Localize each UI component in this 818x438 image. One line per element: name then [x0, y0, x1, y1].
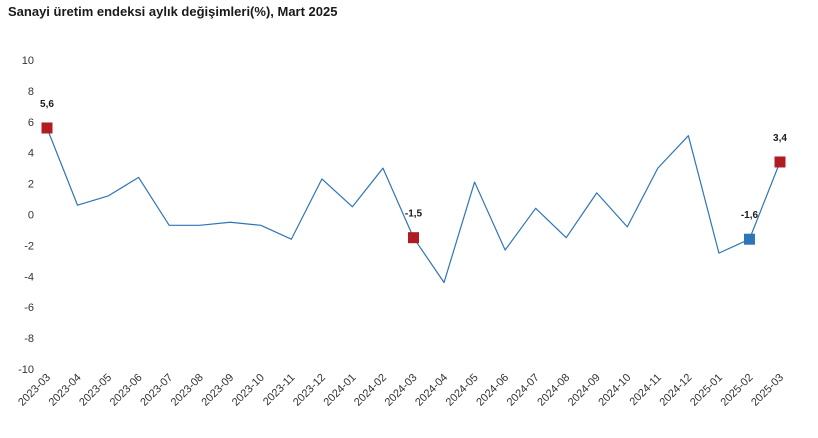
x-tick-label: 2024-12 — [657, 372, 694, 409]
x-tick-label: 2024-09 — [566, 372, 603, 409]
y-tick-label: 10 — [22, 55, 34, 67]
y-tick-label: 2 — [28, 179, 34, 191]
x-tick-label: 2024-08 — [535, 372, 572, 409]
x-tick-label: 2023-08 — [169, 372, 206, 409]
x-tick-label: 2023-12 — [291, 372, 328, 409]
highlight-marker — [743, 233, 755, 245]
highlight-markers: 5,6 -1,5 -1,6 3,4 — [40, 99, 787, 245]
y-tick-label: -10 — [18, 364, 34, 376]
x-tick-label: 2024-06 — [474, 372, 511, 409]
y-tick-label: -8 — [24, 333, 34, 345]
y-tick-label: -4 — [24, 271, 34, 283]
y-tick-label: -2 — [24, 240, 34, 252]
x-tick-label: 2024-02 — [352, 372, 389, 409]
x-tick-label: 2024-05 — [444, 372, 481, 409]
data-label: 5,6 — [40, 99, 54, 110]
x-tick-label: 2023-04 — [47, 372, 84, 409]
x-tick-label: 2024-11 — [627, 372, 663, 408]
x-tick-label: 2024-07 — [505, 372, 542, 409]
data-label: -1,6 — [741, 210, 759, 221]
x-tick-label: 2025-03 — [749, 372, 786, 409]
series-group — [46, 127, 781, 284]
highlight-marker — [41, 122, 53, 134]
y-tick-label: 4 — [28, 148, 34, 160]
highlight-marker — [774, 156, 786, 168]
x-tick-label: 2023-05 — [77, 372, 114, 409]
x-tick-label: 2023-06 — [108, 372, 145, 409]
x-tick-label: 2025-02 — [719, 372, 756, 409]
data-label: 3,4 — [773, 133, 787, 144]
x-tick-label: 2025-01 — [688, 372, 725, 409]
highlight-marker — [408, 232, 419, 244]
y-axis: 10 8 6 4 2 0 -2 -4 -6 -8 -10 — [18, 55, 34, 376]
chart-title: Sanayi üretim endeksi aylık değişimleri(… — [8, 4, 338, 19]
y-tick-label: 0 — [28, 210, 34, 222]
data-label: -1,5 — [405, 209, 423, 220]
series-line — [46, 127, 781, 284]
x-tick-label: 2023-03 — [16, 372, 53, 409]
x-tick-label: 2024-03 — [383, 372, 420, 409]
x-tick-label: 2024-10 — [596, 372, 633, 409]
x-tick-label: 2023-09 — [199, 372, 236, 409]
x-tick-label: 2024-01 — [322, 372, 359, 409]
y-tick-label: 8 — [28, 86, 34, 98]
x-tick-label: 2024-04 — [413, 372, 450, 409]
y-tick-label: 6 — [28, 117, 34, 129]
x-tick-label: 2023-10 — [230, 372, 267, 409]
x-tick-label: 2023-11 — [261, 372, 297, 408]
x-axis: 2023-032023-042023-052023-062023-072023-… — [16, 372, 786, 409]
y-tick-label: -6 — [24, 302, 34, 314]
x-tick-label: 2023-07 — [138, 372, 175, 409]
